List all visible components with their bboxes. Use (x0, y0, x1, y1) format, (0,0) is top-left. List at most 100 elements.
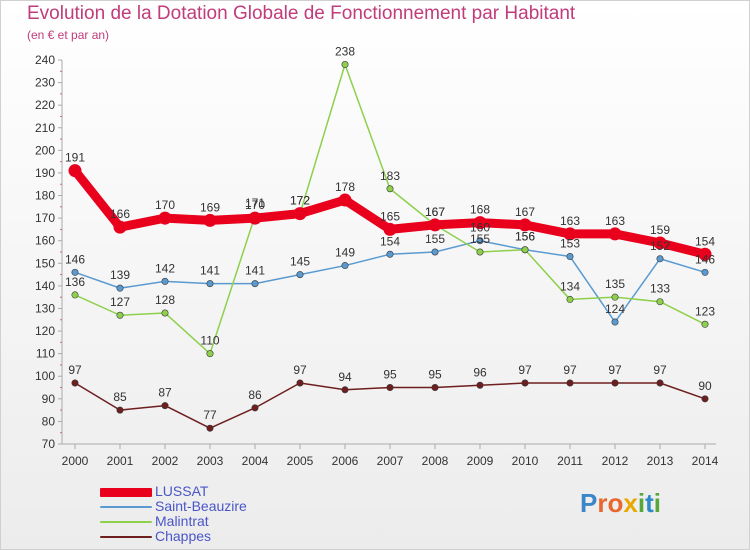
data-label-lussat: 172 (290, 194, 310, 208)
series-points (68, 61, 712, 432)
data-label-chappes: 90 (698, 379, 712, 393)
data-point-chappes (296, 379, 304, 387)
data-label-lussat: 163 (560, 214, 580, 228)
x-tick-label: 2009 (467, 454, 494, 468)
data-point-chappes (251, 404, 259, 412)
data-point-saint-beauzire (566, 253, 574, 261)
data-point-chappes (476, 381, 484, 389)
data-label-chappes: 97 (518, 363, 532, 377)
y-tick-label: 130 (35, 301, 55, 315)
x-tick-label: 2001 (107, 454, 134, 468)
y-tick-label: 100 (35, 369, 55, 383)
line-chart: 7080901001101201301401501601701801902002… (35, 45, 719, 468)
data-point-lussat (68, 164, 82, 178)
y-tick-label: 110 (36, 347, 55, 361)
data-label-saint-beauzire: 153 (560, 237, 580, 251)
data-label-saint-beauzire: 142 (155, 261, 175, 275)
data-label-chappes: 97 (293, 363, 307, 377)
data-label-malintrat: 110 (200, 334, 219, 348)
x-tick-label: 2006 (332, 454, 359, 468)
legend-swatch (100, 506, 152, 508)
data-point-malintrat (116, 311, 124, 319)
data-label-saint-beauzire: 139 (110, 268, 130, 282)
data-label-malintrat: 127 (110, 295, 130, 309)
data-point-lussat (383, 222, 397, 236)
x-tick-label: 2002 (152, 454, 179, 468)
data-point-chappes (386, 384, 394, 392)
data-point-saint-beauzire (386, 250, 394, 258)
data-point-malintrat (206, 350, 214, 358)
data-label-chappes: 86 (248, 388, 262, 402)
y-tick-label: 140 (35, 279, 55, 293)
data-point-saint-beauzire (341, 262, 349, 270)
data-point-chappes (116, 406, 124, 414)
y-tick-label: 150 (35, 256, 55, 270)
data-point-lussat (113, 220, 127, 234)
data-point-saint-beauzire (476, 237, 484, 245)
data-label-saint-beauzire: 156 (515, 230, 535, 244)
data-label-saint-beauzire: 146 (65, 252, 85, 266)
data-point-lussat (698, 247, 712, 261)
data-label-chappes: 94 (338, 370, 352, 384)
x-tick-label: 2010 (512, 454, 539, 468)
data-label-malintrat: 134 (560, 279, 580, 293)
data-label-saint-beauzire: 141 (200, 264, 220, 278)
data-point-malintrat (341, 61, 349, 69)
data-point-chappes (431, 384, 439, 392)
data-point-malintrat (386, 185, 394, 193)
data-point-lussat (203, 213, 217, 227)
data-label-malintrat: 136 (65, 275, 85, 289)
x-tick-label: 2013 (647, 454, 674, 468)
y-tick-label: 220 (35, 98, 55, 112)
data-label-lussat: 163 (605, 214, 625, 228)
data-point-saint-beauzire (701, 268, 709, 276)
data-point-saint-beauzire (206, 280, 214, 288)
data-label-saint-beauzire: 141 (245, 264, 265, 278)
y-tick-label: 180 (35, 189, 55, 203)
data-label-lussat: 167 (425, 205, 445, 219)
data-point-chappes (656, 379, 664, 387)
data-label-malintrat: 238 (335, 45, 355, 59)
chart-title: Evolution de la Dotation Globale de Fonc… (27, 3, 576, 24)
data-label-saint-beauzire: 124 (605, 302, 625, 316)
data-point-chappes (206, 424, 214, 432)
x-tick-label: 2000 (62, 454, 89, 468)
data-label-malintrat: 171 (245, 196, 265, 210)
y-tick-label: 160 (35, 234, 55, 248)
data-point-lussat (473, 216, 487, 230)
data-point-saint-beauzire (656, 255, 664, 263)
legend-swatch (100, 521, 152, 523)
y-tick-label: 80 (42, 414, 56, 428)
data-label-lussat: 168 (470, 203, 490, 217)
y-tick-label: 90 (42, 392, 56, 406)
data-label-saint-beauzire: 145 (290, 255, 310, 269)
data-point-saint-beauzire (251, 280, 259, 288)
data-point-saint-beauzire (161, 277, 169, 285)
data-label-lussat: 167 (515, 205, 535, 219)
data-point-chappes (701, 395, 709, 403)
data-label-saint-beauzire: 152 (650, 239, 670, 253)
legend-label: LUSSAT (155, 483, 209, 499)
data-point-chappes (71, 379, 79, 387)
data-point-lussat (518, 218, 532, 232)
data-point-lussat (563, 227, 577, 241)
data-label-lussat: 191 (65, 151, 85, 165)
data-label-saint-beauzire: 149 (335, 246, 355, 260)
data-label-saint-beauzire: 160 (470, 221, 490, 235)
data-point-malintrat (656, 298, 664, 306)
data-label-lussat: 159 (650, 223, 670, 237)
proxiti-logo: Proxiti (580, 488, 661, 518)
data-label-chappes: 77 (203, 408, 217, 422)
data-label-malintrat: 167 (425, 205, 445, 219)
data-label-saint-beauzire: 155 (425, 232, 445, 246)
legend-label: Malintrat (155, 513, 209, 529)
data-point-saint-beauzire (116, 284, 124, 292)
legend-swatch (100, 487, 152, 497)
data-labels: 146 139 142 141 141 145 149 154 155 160 156 153 124 1… (65, 45, 715, 423)
data-point-lussat (158, 211, 172, 225)
y-tick-label: 170 (35, 211, 55, 225)
legend-label: Saint-Beauzire (155, 498, 247, 514)
x-tick-label: 2007 (377, 454, 404, 468)
data-label-saint-beauzire: 154 (380, 234, 400, 248)
